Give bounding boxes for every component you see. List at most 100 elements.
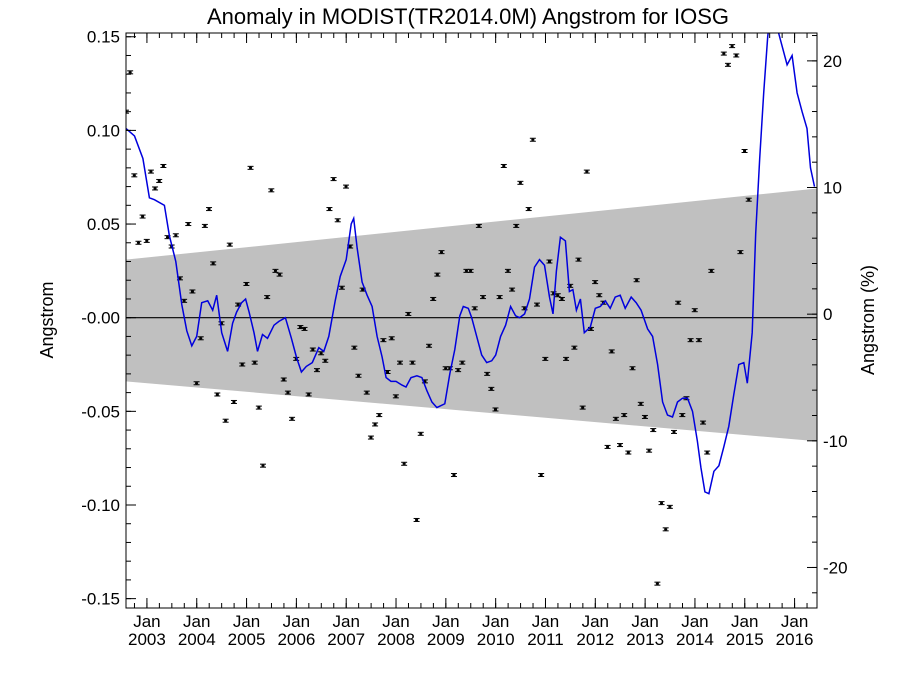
data-point-marker [232,400,236,403]
data-point-marker [747,198,751,201]
data-point-marker [427,344,431,347]
data-point-marker [323,359,327,362]
data-point [450,473,457,478]
y-right-tick-label: 0 [823,305,832,324]
data-point-marker [215,393,219,396]
data-point [529,137,536,142]
data-point-marker [514,224,518,227]
data-point-marker [498,296,502,299]
data-point-marker [303,327,307,330]
data-point-marker [460,361,464,364]
data-point-marker [153,187,157,190]
data-point [546,259,553,264]
data-point [355,373,362,378]
data-point-marker [319,352,323,355]
data-point [226,242,233,247]
data-point-marker [211,262,215,265]
data-point [650,428,657,433]
smoothed-line [126,33,816,495]
data-point [513,223,520,228]
data-point [289,416,296,421]
data-point-marker [356,374,360,377]
data-point-marker [257,406,261,409]
data-point-marker [352,346,356,349]
data-point-marker [448,367,452,370]
data-point [147,169,154,174]
data-point-marker [269,189,273,192]
data-point-marker [655,582,659,585]
data-point-marker [730,45,734,48]
y-axis-right-label: Angstrom (%) [858,265,878,375]
data-point-marker [743,149,747,152]
chart-title: Anomaly in MODIST(TR2014.0M) Angstrom fo… [207,4,729,29]
data-point [583,169,590,174]
data-point [363,390,370,395]
data-point-marker [639,402,643,405]
data-point-marker [535,303,539,306]
data-point-marker [481,296,485,299]
data-point-marker [705,451,709,454]
data-point-marker [307,393,311,396]
data-point [455,368,462,373]
data-point-marker [431,297,435,300]
data-point [700,420,707,425]
data-point [525,207,532,212]
data-point [662,527,669,532]
data-point [467,268,474,273]
data-point-marker [207,208,211,211]
data-point [538,473,545,478]
data-point-marker [219,322,223,325]
data-point-marker [572,346,576,349]
data-point-marker [597,294,601,297]
data-point [405,311,412,316]
data-point [214,392,221,397]
data-point [641,414,648,419]
data-point-marker [253,361,257,364]
data-point-marker [622,414,626,417]
data-point-marker [697,339,701,342]
data-point [554,293,561,298]
data-point-marker [149,170,153,173]
y-tick-label: 0.05 [87,215,120,234]
data-point [737,250,744,255]
x-tick-label-month: Jan [133,612,160,631]
data-point [193,381,200,386]
data-point-marker [643,415,647,418]
y-tick-label: 0.10 [87,121,120,140]
data-point [484,371,491,376]
x-tick-label-month: Jan [681,612,708,631]
x-tick-label-month: Jan [532,612,559,631]
data-point [426,343,433,348]
data-point [679,413,686,418]
data-point [239,362,246,367]
data-point-marker [527,208,531,211]
data-point [276,272,283,277]
data-point [496,295,503,300]
data-point [745,197,752,202]
x-tick-label-month: Jan [631,612,658,631]
x-tick-label-year: 2004 [178,630,216,649]
y-tick-label: -0.00 [81,309,120,328]
data-point-marker [282,378,286,381]
data-point [438,250,445,255]
data-point [251,360,258,365]
data-point [475,223,482,228]
data-point [542,356,549,361]
data-point [687,338,694,343]
y-tick-label: -0.05 [81,402,120,421]
data-point-marker [518,181,522,184]
data-point-marker [141,215,145,218]
data-point [704,450,711,455]
data-point [695,338,702,343]
data-point [255,405,262,410]
y-tick-label: -0.10 [81,496,120,515]
data-point-marker [336,219,340,222]
data-point-marker [228,243,232,246]
data-point-marker [440,251,444,254]
data-point-marker [265,296,269,299]
data-point [152,186,159,191]
data-point-marker [543,357,547,360]
data-point [471,306,478,311]
data-point [409,360,416,365]
data-point-marker [651,429,655,432]
